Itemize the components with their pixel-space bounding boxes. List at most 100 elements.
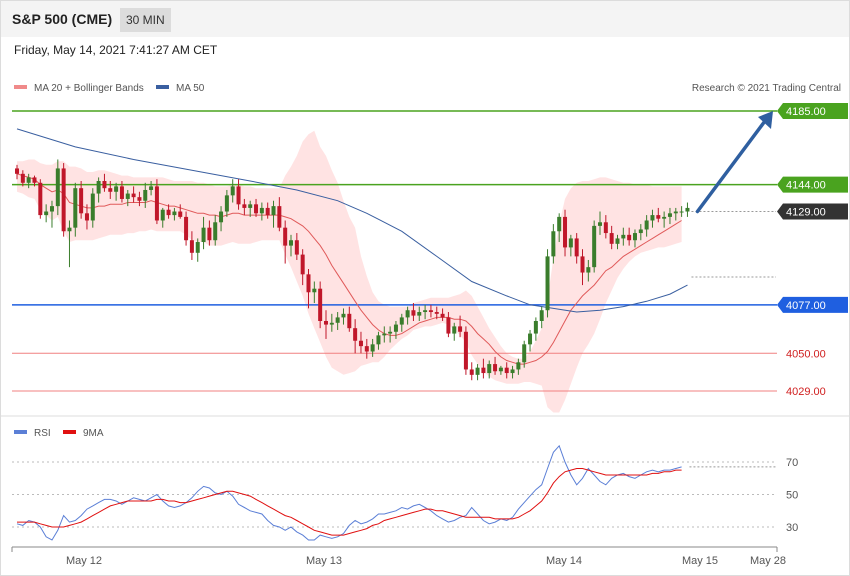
candle bbox=[498, 365, 503, 375]
candle bbox=[650, 209, 655, 228]
candle-body bbox=[557, 216, 562, 232]
ma50-line bbox=[16, 128, 688, 313]
candle bbox=[405, 306, 410, 325]
candle bbox=[61, 163, 66, 237]
candle bbox=[84, 204, 89, 230]
candle bbox=[411, 303, 416, 321]
candle-body bbox=[67, 227, 72, 232]
rsi-legend-swatch bbox=[14, 430, 27, 434]
candle-body bbox=[154, 186, 159, 221]
candle bbox=[580, 249, 585, 286]
candle-body bbox=[463, 331, 468, 370]
timestamp: Friday, May 14, 2021 7:41:27 AM CET bbox=[14, 43, 218, 57]
candle bbox=[638, 224, 643, 241]
level-tag-resistance bbox=[777, 176, 848, 193]
candle-body bbox=[504, 367, 509, 374]
candle bbox=[20, 170, 25, 187]
interval-selector[interactable]: 30 MIN bbox=[120, 8, 171, 32]
candle-body bbox=[341, 313, 346, 318]
candle-body bbox=[644, 220, 649, 230]
candle bbox=[399, 313, 404, 332]
candle-body bbox=[563, 216, 568, 248]
candle-body bbox=[32, 177, 37, 183]
ma50-legend-swatch bbox=[156, 85, 169, 89]
candle bbox=[306, 268, 311, 309]
chart-header: S&P 500 (CME) 30 MIN bbox=[1, 1, 849, 37]
candle bbox=[568, 234, 573, 257]
candle-body bbox=[125, 193, 130, 199]
candle bbox=[172, 207, 177, 221]
candle-body bbox=[440, 313, 445, 318]
level-label-support: 4050.00 bbox=[786, 348, 826, 360]
candle bbox=[574, 233, 579, 264]
candle bbox=[586, 259, 591, 282]
candle bbox=[265, 202, 270, 219]
candle-body bbox=[90, 193, 95, 221]
candle bbox=[102, 173, 107, 192]
candle bbox=[335, 312, 340, 330]
candle bbox=[224, 189, 229, 217]
candle-body bbox=[15, 168, 19, 174]
projection-arrow bbox=[695, 111, 773, 214]
candle-body bbox=[265, 207, 270, 216]
candle-body bbox=[469, 369, 474, 375]
candle bbox=[154, 179, 159, 225]
candle-body bbox=[399, 317, 404, 325]
candle bbox=[125, 189, 130, 207]
candle bbox=[312, 281, 317, 304]
candle-body bbox=[551, 231, 556, 257]
candle-body bbox=[254, 204, 259, 214]
candle bbox=[376, 331, 381, 350]
candle bbox=[510, 365, 515, 379]
candle bbox=[96, 177, 101, 203]
candle bbox=[382, 326, 387, 343]
rsi-panel: 70 50 30 bbox=[12, 444, 798, 541]
candle bbox=[189, 231, 194, 260]
candle bbox=[592, 220, 597, 273]
candle-body bbox=[481, 367, 486, 374]
candle-body bbox=[102, 181, 107, 189]
rsi-ma-line bbox=[17, 468, 682, 536]
candle bbox=[329, 313, 334, 332]
level-label-pivot: 4077.00 bbox=[786, 300, 826, 312]
candle-body bbox=[61, 168, 66, 232]
candle bbox=[539, 306, 544, 329]
candle-body bbox=[452, 326, 457, 334]
candle bbox=[67, 220, 72, 268]
candle-body bbox=[656, 215, 661, 219]
candle bbox=[195, 238, 200, 262]
projection-arrow-shaft bbox=[695, 119, 767, 214]
candle-body bbox=[230, 186, 235, 196]
candle bbox=[551, 224, 556, 264]
price-levels: 4185.00 4144.00 4129.00 4077.00 4050.00 4029.… bbox=[12, 103, 848, 398]
level-tag-pivot bbox=[777, 296, 848, 313]
candle-body bbox=[417, 312, 422, 316]
candle bbox=[388, 326, 393, 343]
candle-body bbox=[586, 267, 591, 273]
candle bbox=[160, 207, 165, 228]
candle-body bbox=[516, 362, 521, 370]
candle bbox=[423, 304, 428, 320]
candle-body bbox=[679, 211, 684, 213]
candle bbox=[446, 312, 451, 338]
candle bbox=[598, 211, 602, 235]
candle bbox=[143, 182, 148, 208]
candle bbox=[49, 200, 54, 228]
candle bbox=[673, 207, 678, 221]
candle-body bbox=[38, 182, 43, 216]
candle bbox=[370, 338, 375, 357]
candle-body bbox=[393, 324, 398, 332]
candle-body bbox=[143, 189, 148, 201]
candle-body bbox=[568, 238, 573, 248]
candle bbox=[434, 306, 439, 320]
candle-body bbox=[598, 222, 602, 226]
candle bbox=[481, 358, 486, 379]
candle-body bbox=[615, 238, 620, 244]
candle-body bbox=[411, 310, 416, 316]
candle-body bbox=[382, 333, 387, 336]
candle bbox=[347, 306, 352, 332]
candle bbox=[73, 182, 78, 237]
candle bbox=[615, 234, 620, 250]
